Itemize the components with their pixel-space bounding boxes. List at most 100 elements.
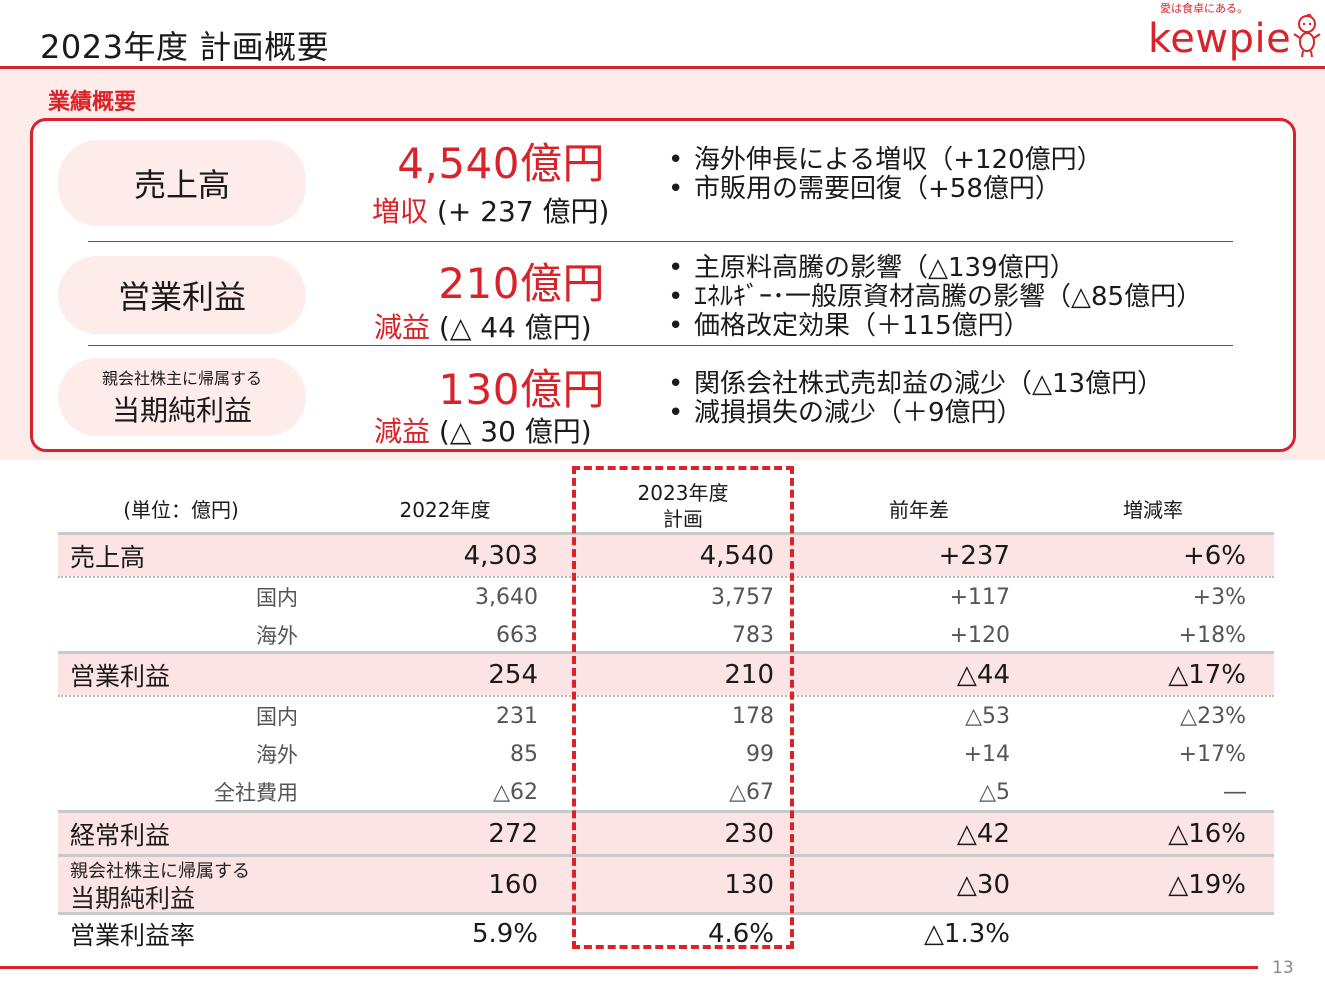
kewpie-mascot-icon [1293, 14, 1321, 58]
table-row-domestic: 国内 231 178 △53 △23% [58, 697, 1274, 735]
brand-tagline: 愛は食卓にある。 [1160, 2, 1248, 15]
value-diff: △44 [956, 659, 1010, 690]
bullet-item: 関係会社株式売却益の減少（△13億円） [668, 370, 1163, 399]
table-row-corporate-expenses: 全社費用 △62 △67 △5 ― [58, 773, 1274, 811]
footer-rule [0, 966, 1258, 969]
value-diff: +120 [949, 622, 1010, 648]
plan-column-highlight [572, 466, 794, 949]
value-2023-plan: 230 [724, 818, 774, 849]
value-diff: △30 [956, 869, 1010, 900]
table-row-net-income: 親会社株主に帰属する 当期純利益 160 130 △30 △19% [58, 854, 1274, 912]
value-2022: 5.9% [471, 918, 538, 949]
bullet-item: 市販用の需要回復（+58億円） [668, 175, 1103, 204]
value-2022: 85 [510, 741, 538, 767]
summary-label-operating-profit: 営業利益 [58, 256, 306, 334]
value-2023-plan: △67 [729, 779, 774, 805]
value-diff: △1.3% [923, 918, 1010, 949]
value-diff: +237 [938, 540, 1010, 571]
value-2023-plan: 130 [724, 869, 774, 900]
col-header-line1: 2023年度 [637, 481, 729, 505]
slide-title: 2023年度 計画概要 [40, 28, 330, 66]
summary-separator [88, 345, 1233, 346]
value-rate: +3% [1192, 584, 1246, 610]
label-text-line2: 当期純利益 [111, 394, 252, 427]
change-detail: (△ 44 億円) [430, 311, 592, 344]
table-row-sales: 売上高 4,303 4,540 +237 +6% [58, 532, 1274, 576]
row-label: 国内 [256, 586, 298, 610]
bullet-item: 海外伸長による増収（+120億円） [668, 146, 1103, 175]
col-header-2023-plan: 2023年度 計画 [598, 480, 768, 532]
sales-change: 増収 (+ 237 億円) [372, 190, 609, 230]
row-label: 経常利益 [70, 820, 171, 850]
value-diff: △42 [956, 818, 1010, 849]
row-label: 海外 [256, 743, 298, 767]
change-word: 増収 [372, 195, 429, 228]
row-label-line1: 親会社株主に帰属する [70, 860, 250, 882]
bullet-item: ｴﾈﾙｷﾞｰ･一般原資材高騰の影響（△85億円） [668, 283, 1202, 312]
label-text-line1: 親会社株主に帰属する [101, 369, 262, 388]
change-detail: (+ 237 億円) [428, 195, 610, 228]
value-diff: △5 [979, 779, 1010, 805]
value-rate: △23% [1180, 703, 1246, 729]
dotted-divider [58, 576, 1274, 578]
kewpie-logo: kewpie [1148, 16, 1292, 62]
value-2023-plan: 783 [732, 622, 774, 648]
row-label: 海外 [256, 624, 298, 648]
value-2022: △62 [493, 779, 538, 805]
table-row-operating-margin: 営業利益率 5.9% 4.6% △1.3% [58, 912, 1274, 952]
value-2022: 663 [496, 622, 538, 648]
col-header-rate: 増減率 [1123, 498, 1183, 522]
value-2022: 231 [496, 703, 538, 729]
change-word: 減益 [374, 415, 431, 448]
value-2023-plan: 4,540 [699, 540, 774, 571]
value-diff: +117 [949, 584, 1010, 610]
bullet-item: 減損損失の減少（＋9億円） [668, 399, 1163, 428]
value-2023-plan: 3,757 [711, 584, 774, 610]
value-diff: +14 [963, 741, 1010, 767]
row-label: 全社費用 [214, 781, 298, 805]
value-2023-plan: 210 [724, 659, 774, 690]
operating-profit-change: 減益 (△ 44 億円) [374, 306, 592, 346]
row-label: 売上高 [70, 542, 146, 572]
sales-value: 4,540億円 [397, 139, 605, 188]
summary-label-sales: 売上高 [58, 140, 306, 226]
bullet-item: 主原料高騰の影響（△139億円） [668, 254, 1202, 283]
summary-separator [88, 241, 1233, 242]
net-income-bullets: 関係会社株式売却益の減少（△13億円） 減損損失の減少（＋9億円） [668, 370, 1163, 428]
label-text: 営業利益 [117, 278, 246, 316]
value-diff: △53 [965, 703, 1010, 729]
row-label: 営業利益 [70, 661, 171, 691]
col-header-line2: 計画 [663, 507, 703, 531]
value-2022: 4,303 [463, 540, 538, 571]
value-rate: △17% [1168, 659, 1246, 690]
bullet-item: 価格改定効果（＋115億円） [668, 312, 1202, 341]
net-income-value: 130億円 [438, 365, 605, 414]
unit-header: (単位：億円) [123, 498, 239, 522]
row-label: 国内 [256, 705, 298, 729]
title-rule [0, 66, 1325, 69]
value-2022: 3,640 [475, 584, 538, 610]
value-2022: 254 [488, 659, 538, 690]
change-word: 減益 [374, 311, 431, 344]
table-row-overseas: 海外 663 783 +120 +18% [58, 616, 1274, 654]
value-2023-plan: 4.6% [707, 918, 774, 949]
row-label-line2: 当期純利益 [70, 883, 196, 913]
label-text: 売上高 [133, 166, 230, 204]
row-label: 営業利益率 [70, 920, 196, 950]
operating-profit-value: 210億円 [438, 259, 605, 308]
change-detail: (△ 30 億円) [430, 415, 592, 448]
dotted-divider [58, 695, 1274, 697]
value-rate: +18% [1178, 622, 1246, 648]
value-rate: +6% [1182, 540, 1246, 571]
value-2023-plan: 99 [746, 741, 774, 767]
value-rate: △19% [1168, 869, 1246, 900]
value-2023-plan: 178 [732, 703, 774, 729]
value-rate: +17% [1178, 741, 1246, 767]
summary-label-net-income: 親会社株主に帰属する 当期純利益 [58, 358, 306, 436]
net-income-change: 減益 (△ 30 億円) [374, 410, 592, 450]
section-label: 業績概要 [48, 90, 137, 115]
value-rate: △16% [1168, 818, 1246, 849]
value-2022: 160 [488, 869, 538, 900]
table-row-ordinary-profit: 経常利益 272 230 △42 △16% [58, 810, 1274, 854]
col-header-diff: 前年差 [889, 498, 949, 522]
